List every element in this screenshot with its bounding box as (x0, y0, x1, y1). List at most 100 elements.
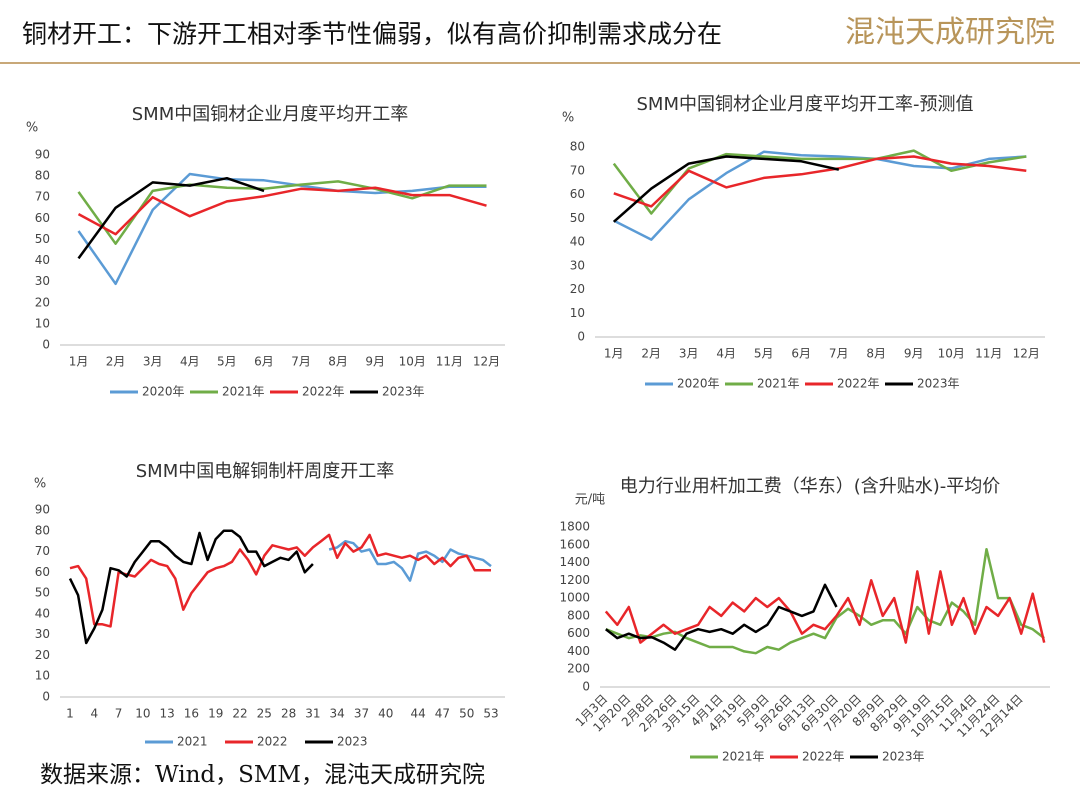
x-tick-label: 6月 (254, 355, 274, 369)
x-tick-label: 10月 (938, 347, 965, 361)
x-tick-label: 44 (410, 707, 425, 721)
chart-title: SMM中国电解铜制杆周度开工率 (136, 461, 395, 482)
x-tick-label: 1 (66, 707, 74, 721)
y-tick-label: 20 (35, 295, 50, 309)
x-tick-label: 9月 (904, 347, 924, 361)
legend-label: 2023年 (917, 377, 960, 391)
legend-label: 2020年 (677, 377, 720, 391)
y-axis-unit: % (26, 121, 38, 136)
y-tick-label: 1600 (559, 537, 590, 551)
y-tick-label: 90 (35, 503, 50, 517)
y-tick-label: 60 (35, 211, 50, 225)
x-tick-label: 5月 (754, 347, 774, 361)
slide-title: 铜材开工：下游开工相对季节性偏弱，似有高价抑制需求成分在 (22, 20, 722, 49)
y-tick-label: 50 (570, 211, 585, 225)
y-axis-unit: % (34, 477, 46, 492)
series-line (328, 539, 492, 582)
series-line (605, 547, 1045, 655)
legend-label: 2021 (177, 735, 208, 749)
x-tick-label: 4 (90, 707, 98, 721)
y-tick-label: 20 (570, 282, 585, 296)
y-tick-label: 50 (35, 232, 50, 246)
x-tick-label: 7月 (291, 355, 311, 369)
y-tick-label: 30 (570, 258, 585, 272)
y-tick-label: 60 (570, 187, 585, 201)
legend-label: 2022年 (837, 377, 880, 391)
y-tick-label: 30 (35, 627, 50, 641)
x-tick-label: 25 (257, 707, 272, 721)
x-tick-label: 1月 (69, 355, 89, 369)
x-tick-label: 2月 (641, 347, 661, 361)
legend-label: 2023 (337, 735, 368, 749)
y-tick-label: 600 (567, 626, 590, 640)
y-tick-label: 40 (35, 606, 50, 620)
y-tick-label: 80 (570, 140, 585, 154)
x-tick-label: 3月 (143, 355, 163, 369)
y-tick-label: 800 (567, 608, 590, 622)
legend-label: 2020年 (142, 385, 185, 399)
series-line (77, 176, 265, 260)
y-tick-label: 200 (567, 662, 590, 676)
y-tick-label: 40 (570, 235, 585, 249)
x-tick-label: 12月 (1013, 347, 1040, 361)
y-tick-label: 1200 (559, 573, 590, 587)
y-tick-label: 50 (35, 586, 50, 600)
legend-label: 2022 (257, 735, 288, 749)
series-line (69, 533, 491, 628)
y-tick-label: 80 (35, 169, 50, 183)
y-tick-label: 10 (570, 306, 585, 320)
legend-label: 2023年 (382, 385, 425, 399)
chart-title: SMM中国铜材企业月度平均开工率 (132, 104, 409, 125)
x-tick-label: 4月 (180, 355, 200, 369)
y-tick-label: 0 (42, 338, 50, 352)
series-line (605, 583, 838, 651)
x-tick-label: 7 (115, 707, 123, 721)
series-line (613, 155, 1027, 208)
x-tick-label: 8月 (866, 347, 886, 361)
x-tick-label: 28 (281, 707, 296, 721)
x-tick-label: 16 (184, 707, 199, 721)
series-line (604, 570, 1046, 644)
x-tick-label: 5月 (217, 355, 237, 369)
x-tick-label: 4月 (716, 347, 736, 361)
series-line (68, 529, 314, 645)
y-tick-label: 10 (35, 669, 50, 683)
y-tick-label: 1800 (559, 520, 590, 534)
x-tick-label: 31 (305, 707, 320, 721)
y-tick-label: 70 (570, 163, 585, 177)
x-tick-label: 11月 (436, 355, 463, 369)
y-tick-label: 400 (567, 644, 590, 658)
y-tick-label: 1400 (559, 555, 590, 569)
x-tick-label: 8月 (328, 355, 348, 369)
chart-title: 电力行业用杆加工费（华东）(含升贴水)-平均价 (620, 476, 1001, 497)
legend-label: 2021年 (757, 377, 800, 391)
x-tick-label: 12月 (473, 355, 500, 369)
y-tick-label: 0 (42, 690, 50, 704)
y-tick-label: 70 (35, 544, 50, 558)
logo: 混沌天成研究院 (845, 15, 1055, 50)
y-tick-label: 30 (35, 274, 50, 288)
x-tick-label: 13 (160, 707, 175, 721)
y-tick-label: 90 (35, 148, 50, 162)
legend-label: 2021年 (222, 385, 265, 399)
legend-label: 2022年 (302, 385, 345, 399)
y-axis-unit: % (562, 111, 574, 126)
x-tick-label: 3月 (679, 347, 699, 361)
x-tick-label: 7月 (829, 347, 849, 361)
y-tick-label: 10 (35, 316, 50, 330)
series-line (612, 155, 840, 223)
x-tick-label: 34 (330, 707, 345, 721)
y-tick-label: 70 (35, 190, 50, 204)
y-axis-unit: 元/吨 (575, 493, 605, 508)
x-tick-label: 19 (208, 707, 223, 721)
y-tick-label: 40 (35, 253, 50, 267)
y-tick-label: 20 (35, 648, 50, 662)
series-line (613, 150, 1027, 241)
x-tick-label: 10月 (399, 355, 426, 369)
y-tick-label: 60 (35, 565, 50, 579)
x-tick-label: 11月 (975, 347, 1002, 361)
series-line (77, 172, 487, 286)
legend-label: 2021年 (722, 750, 765, 764)
